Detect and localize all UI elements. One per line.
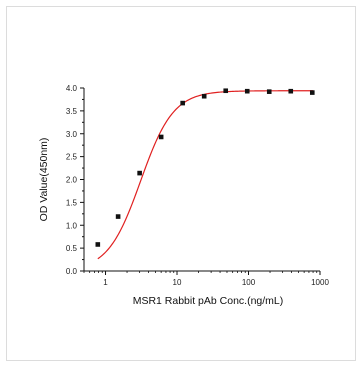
data-point xyxy=(180,100,185,106)
y-tick-label: 1.5 xyxy=(66,198,78,207)
y-tick-label: 4.0 xyxy=(66,84,78,93)
chart-frame xyxy=(6,6,356,361)
y-tick-label: 0.5 xyxy=(66,244,78,253)
x-tick-label: 10 xyxy=(173,278,182,287)
data-point xyxy=(288,88,294,94)
x-tick-label: 1 xyxy=(103,278,108,287)
y-axis-title: OD Value(450nm) xyxy=(38,138,50,222)
x-tick-label: 100 xyxy=(242,278,256,287)
y-ticks: 0.0 0.5 1.0 1.5 2.0 2.5 3.0 3.5 4.0 xyxy=(66,84,84,276)
data-point xyxy=(309,90,315,95)
x-ticks: 1 10 100 1000 xyxy=(83,271,329,287)
y-tick-label: 3.5 xyxy=(66,107,78,116)
data-points xyxy=(95,88,315,247)
fit-curve xyxy=(97,90,314,260)
data-point xyxy=(201,93,207,99)
axes xyxy=(83,88,320,272)
data-point xyxy=(266,89,272,94)
data-point xyxy=(158,134,164,140)
data-point xyxy=(223,88,229,94)
y-tick-label: 2.0 xyxy=(66,176,78,185)
data-point xyxy=(244,88,250,94)
x-tick-label: 1000 xyxy=(311,278,329,287)
data-point xyxy=(115,214,121,219)
y-tick-label: 3.0 xyxy=(66,130,78,139)
y-tick-label: 2.5 xyxy=(66,153,78,162)
data-point xyxy=(95,242,101,247)
y-tick-label: 0.0 xyxy=(66,267,78,276)
y-tick-label: 1.0 xyxy=(66,221,78,230)
data-point xyxy=(137,170,142,176)
x-axis-title: MSR1 Rabbit pAb Conc.(ng/mL) xyxy=(133,295,284,307)
